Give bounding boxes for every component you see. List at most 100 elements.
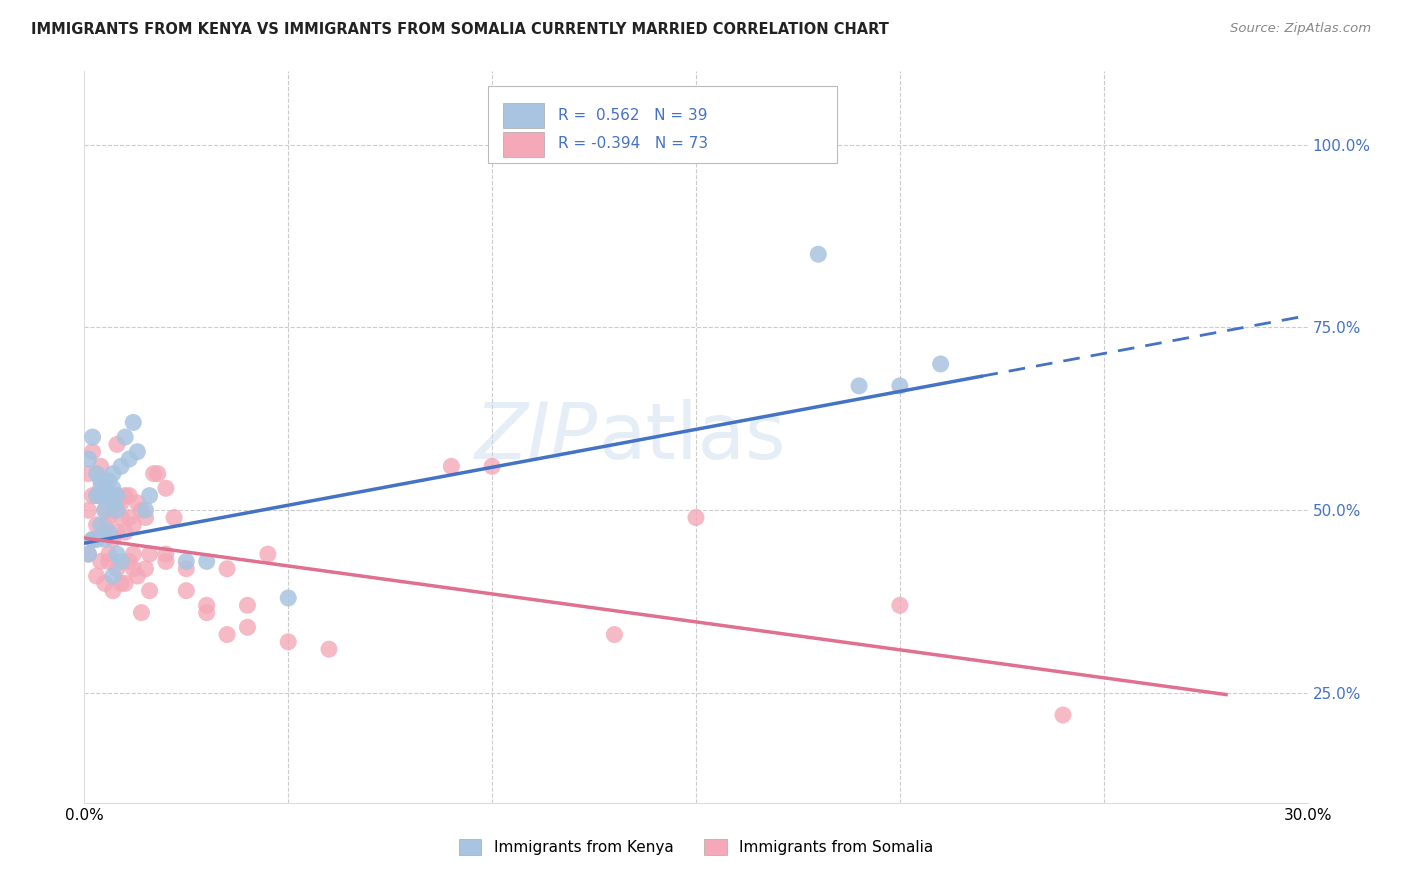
Point	[105, 562, 128, 576]
Text: R =  0.562   N = 39: R = 0.562 N = 39	[558, 108, 707, 123]
Point	[97, 489, 120, 503]
Point	[163, 510, 186, 524]
Point	[105, 525, 128, 540]
Text: IMMIGRANTS FROM KENYA VS IMMIGRANTS FROM SOMALIA CURRENTLY MARRIED CORRELATION C: IMMIGRANTS FROM KENYA VS IMMIGRANTS FROM…	[31, 22, 889, 37]
Point	[142, 467, 165, 481]
Point	[105, 547, 128, 561]
Point	[90, 459, 112, 474]
Point	[122, 416, 145, 430]
Point	[105, 496, 128, 510]
Point	[93, 533, 115, 547]
Point	[101, 467, 124, 481]
Point	[195, 554, 218, 568]
Point	[86, 467, 108, 481]
Point	[77, 503, 100, 517]
Point	[155, 554, 177, 568]
Point	[174, 554, 197, 568]
Point	[93, 517, 115, 532]
Point	[135, 503, 157, 517]
Point	[138, 547, 160, 561]
Point	[155, 481, 177, 495]
Point	[138, 489, 160, 503]
Point	[82, 533, 104, 547]
FancyBboxPatch shape	[503, 132, 544, 157]
Point	[127, 496, 149, 510]
Point	[101, 481, 124, 495]
Point	[93, 503, 115, 517]
Point	[105, 437, 128, 451]
Point	[174, 583, 197, 598]
Text: ZIP: ZIP	[475, 399, 598, 475]
Point	[93, 576, 115, 591]
Point	[97, 525, 120, 540]
Point	[118, 452, 141, 467]
Point	[97, 510, 120, 524]
Point	[110, 554, 132, 568]
Point	[889, 379, 911, 393]
Point	[929, 357, 952, 371]
Point	[127, 569, 149, 583]
Point	[93, 481, 115, 495]
Point	[93, 474, 115, 488]
Point	[603, 627, 626, 641]
Point	[82, 533, 104, 547]
Point	[86, 489, 108, 503]
Point	[90, 474, 112, 488]
Point	[236, 599, 259, 613]
Point	[93, 525, 115, 540]
Point	[481, 459, 503, 474]
Point	[90, 517, 112, 532]
Point	[195, 606, 218, 620]
Point	[114, 430, 136, 444]
Point	[174, 562, 197, 576]
Point	[86, 489, 108, 503]
Point	[86, 517, 108, 532]
FancyBboxPatch shape	[503, 103, 544, 128]
Point	[110, 510, 132, 524]
Point	[101, 503, 124, 517]
Point	[135, 562, 157, 576]
Point	[101, 569, 124, 583]
Point	[440, 459, 463, 474]
Point	[135, 510, 157, 524]
Point	[82, 489, 104, 503]
Point	[77, 467, 100, 481]
Point	[277, 591, 299, 605]
Point	[127, 444, 149, 458]
Point	[110, 576, 132, 591]
Point	[97, 474, 120, 488]
Point	[131, 606, 153, 620]
Point	[118, 489, 141, 503]
Point	[82, 444, 104, 458]
Point	[122, 562, 145, 576]
Point	[114, 525, 136, 540]
Point	[90, 489, 112, 503]
Point	[86, 533, 108, 547]
Text: Source: ZipAtlas.com: Source: ZipAtlas.com	[1230, 22, 1371, 36]
Point	[77, 547, 100, 561]
Point	[146, 467, 169, 481]
Point	[236, 620, 259, 634]
Point	[82, 430, 104, 444]
Point	[101, 489, 124, 503]
Point	[118, 510, 141, 524]
Point	[848, 379, 870, 393]
Point	[90, 554, 112, 568]
Point	[114, 576, 136, 591]
Point	[217, 627, 239, 641]
Point	[122, 517, 145, 532]
Point	[77, 547, 100, 561]
Point	[105, 503, 128, 517]
Point	[195, 599, 218, 613]
Point	[105, 489, 128, 503]
Point	[131, 503, 153, 517]
Point	[318, 642, 340, 657]
Point	[257, 547, 280, 561]
Text: atlas: atlas	[598, 399, 786, 475]
Point	[101, 583, 124, 598]
Point	[93, 503, 115, 517]
Point	[118, 554, 141, 568]
Point	[86, 569, 108, 583]
Point	[77, 452, 100, 467]
Point	[807, 247, 830, 261]
